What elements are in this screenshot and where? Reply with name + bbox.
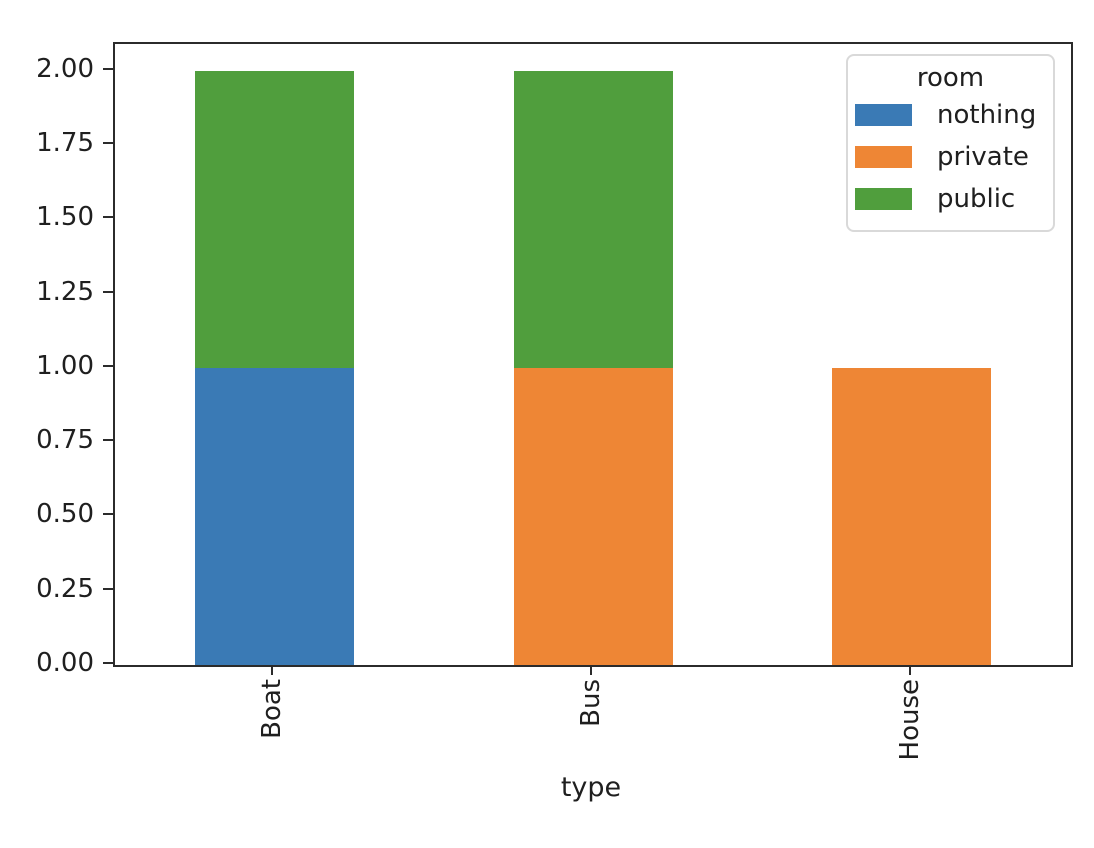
legend-swatch-public (855, 188, 912, 210)
x-axis-title: type (560, 772, 622, 803)
y-axis-tick-label: 1.25 (36, 277, 94, 307)
x-axis-tick-mark (590, 665, 592, 675)
x-axis-tick-label: Boat (257, 679, 287, 739)
x-axis-tick-mark (271, 665, 273, 675)
y-axis-tick-mark (103, 68, 113, 70)
legend-entries: nothing private public (848, 94, 1053, 220)
y-axis-tick-label: 0.00 (36, 648, 94, 678)
legend-title: room (916, 63, 985, 93)
y-axis-tick-mark (103, 662, 113, 664)
legend-entry-label: private (937, 142, 1029, 172)
legend-entry-nothing: nothing (848, 94, 1053, 136)
y-axis-tick-label: 2.00 (36, 54, 94, 84)
bar-segment-boat-public (195, 71, 354, 368)
bar-segment-bus-public (514, 71, 673, 368)
y-axis-tick-mark (103, 291, 113, 293)
legend-entry-label: nothing (937, 100, 1037, 130)
y-axis-tick-label: 1.75 (36, 128, 94, 158)
x-axis-tick-mark (909, 665, 911, 675)
y-axis-tick-mark (103, 513, 113, 515)
bar-segment-bus-private (514, 368, 673, 665)
y-axis-tick-label: 1.50 (36, 202, 94, 232)
legend-entry-label: public (937, 184, 1016, 214)
y-axis-tick-label: 0.75 (36, 425, 94, 455)
y-axis-tick-label: 0.50 (36, 499, 94, 529)
legend-entry-private: private (848, 136, 1053, 178)
bar-segment-house-private (832, 368, 991, 665)
y-axis-tick-mark (103, 365, 113, 367)
x-axis-tick-label: Bus (576, 679, 606, 727)
y-axis-tick-label: 0.25 (36, 574, 94, 604)
y-axis-tick-mark (103, 142, 113, 144)
x-axis-tick-label: House (895, 679, 925, 761)
legend: room nothing private public (846, 54, 1055, 232)
y-axis-tick-label: 1.00 (36, 351, 94, 381)
y-axis-tick-mark (103, 439, 113, 441)
y-axis-tick-mark (103, 588, 113, 590)
y-axis-tick-mark (103, 216, 113, 218)
bar-segment-boat-nothing (195, 368, 354, 665)
legend-entry-public: public (848, 178, 1053, 220)
legend-swatch-private (855, 146, 912, 168)
legend-swatch-nothing (855, 104, 912, 126)
